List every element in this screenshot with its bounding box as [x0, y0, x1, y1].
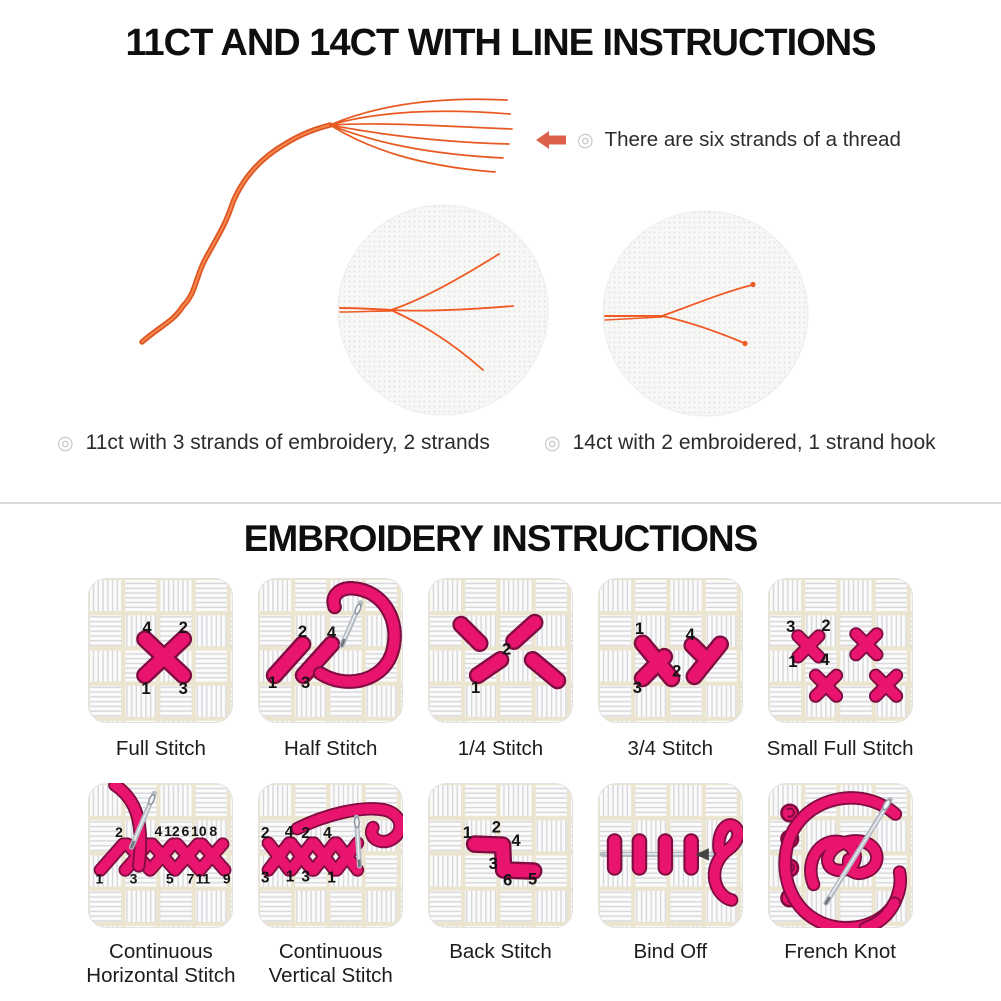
stitch-number: 4	[511, 831, 521, 850]
continuous-vertical-stitch-diagram: 2 4 2 4 3 1 3 1	[258, 783, 403, 928]
stitch-number: 2	[821, 616, 830, 635]
stitch-number: 3	[489, 854, 498, 873]
stitch-label: Bind Off	[633, 940, 708, 963]
fabric-circle-14ct	[602, 210, 809, 422]
stitch-number: 1	[635, 619, 644, 638]
french-knot-diagram	[768, 783, 913, 928]
stitch-number: 4	[820, 650, 830, 669]
stitch-number: 6	[503, 871, 512, 890]
three-quarter-stitch-diagram: 1 4 2 3	[598, 578, 743, 723]
stitch-label: Continuous Vertical Stitch	[268, 940, 393, 988]
bind-off-diagram	[598, 783, 743, 928]
needle-tip	[695, 848, 709, 861]
stitch-number: 1	[327, 869, 336, 886]
stitch-label: 3/4 Stitch	[627, 737, 714, 760]
stitch-labels-row-1: Full Stitch Half Stitch 1/4 Stitch 3/4 S…	[76, 737, 925, 761]
stitch-number: 2	[115, 824, 123, 840]
needle-icon	[353, 814, 363, 869]
stitch-label: Continuous Horizontal Stitch	[86, 940, 236, 988]
stitch-label: French Knot	[784, 940, 896, 963]
stitch-label: Back Stitch	[449, 940, 552, 963]
stitch-number: 5	[528, 870, 537, 889]
stitch-number: 2	[492, 818, 501, 837]
stitch-number: 2	[301, 825, 310, 842]
stitch-number: 1	[463, 823, 472, 842]
stitch-number: 1	[96, 870, 104, 886]
stitch-number: 3	[301, 868, 310, 885]
caption-text: 11ct with 3 strands of embroidery, 2 str…	[85, 431, 490, 454]
stitch-number: 3	[633, 678, 642, 697]
stitch-label: Full Stitch	[115, 737, 206, 760]
stitch-number: 1	[471, 678, 480, 697]
thread-strands	[329, 98, 513, 173]
stitch-tiles-row-2: 2 4 12 6 10 8 1 3 5 7 11 9	[88, 783, 913, 928]
stitch-number: 6	[181, 823, 189, 839]
stitch-number: 8	[209, 823, 217, 839]
stitch-number: 5	[166, 870, 174, 886]
quarter-stitch-diagram: 2 1	[428, 578, 573, 723]
stitch-number: 1	[268, 673, 277, 692]
small-full-stitch-diagram: 3 2 1 4	[768, 578, 913, 723]
needle-icon	[128, 790, 157, 850]
thread-2-strands	[604, 281, 756, 347]
page-title: 11CT AND 14CT WITH LINE INSTRUCTIONS	[125, 22, 876, 64]
embroidery-section-title: EMBROIDERY INSTRUCTIONS	[243, 518, 759, 559]
note-text: There are six strands of a thread	[604, 128, 901, 151]
stitch-number: 12	[164, 823, 180, 839]
stitch-label: Half Stitch	[283, 737, 378, 760]
stitch-tiles-row-1: 4 2 1 3 2 1 4	[88, 578, 913, 723]
stitch-number: 4	[285, 824, 294, 841]
stitch-number: 10	[191, 823, 207, 839]
stitch-number: 2	[261, 825, 270, 842]
caption-14ct: ◎ 14ct with 2 embroidered, 1 strand hook	[544, 431, 936, 455]
stitch-number: 2	[179, 618, 188, 637]
stitch-number: 1	[788, 652, 797, 671]
back-stitch-diagram: 1 2 4 3 6 5	[428, 783, 573, 928]
section-divider	[0, 502, 1001, 504]
stitch-number: 2	[672, 661, 681, 680]
floss-thread-illustration	[139, 98, 513, 345]
stitch-number: 9	[223, 870, 231, 886]
stitch-number: 2	[502, 640, 511, 659]
stitch-number: 4	[155, 823, 163, 839]
stitch-labels-row-2: Continuous Horizontal Stitch Continuous …	[76, 940, 925, 988]
stitch-number: 4	[686, 625, 696, 644]
stitch-label: 1/4 Stitch	[457, 737, 544, 760]
stitch-number: 2	[298, 622, 307, 641]
fabric-circle-11ct	[337, 204, 549, 421]
half-stitch-diagram: 2 1 4 3	[258, 578, 403, 723]
stitch-number: 11	[196, 870, 211, 886]
stitch-number: 3	[130, 870, 138, 886]
stitch-label: Small Full Stitch	[766, 737, 914, 760]
full-stitch-diagram: 4 2 1 3	[88, 578, 233, 723]
stitch-number: 3	[301, 673, 310, 692]
caption-bullet-icon: ◎	[57, 432, 74, 454]
thread-3-strands	[339, 253, 514, 371]
continuous-horizontal-stitch-diagram: 2 4 12 6 10 8 1 3 5 7 11 9	[88, 783, 233, 928]
needle-icon	[823, 796, 893, 906]
caption-11ct: ◎ 11ct with 3 strands of embroidery, 2 s…	[57, 431, 490, 455]
left-arrow-icon	[536, 131, 566, 149]
stitch-number: 7	[187, 870, 195, 886]
stitch-number: 4	[142, 618, 152, 637]
stitch-number: 3	[786, 617, 795, 636]
stitch-number: 3	[179, 679, 188, 698]
stitch-number: 4	[323, 825, 332, 842]
caption-text: 14ct with 2 embroidered, 1 strand hook	[572, 431, 936, 454]
caption-bullet-icon: ◎	[544, 432, 561, 454]
stitch-number: 4	[327, 623, 337, 642]
needle-icon	[339, 600, 364, 648]
stitch-number: 1	[141, 679, 150, 698]
stitch-number: 3	[261, 869, 270, 886]
stitch-number: 1	[286, 868, 295, 885]
six-strands-note: ◎ There are six strands of a thread	[536, 128, 901, 152]
note-bullet-icon: ◎	[577, 129, 594, 151]
